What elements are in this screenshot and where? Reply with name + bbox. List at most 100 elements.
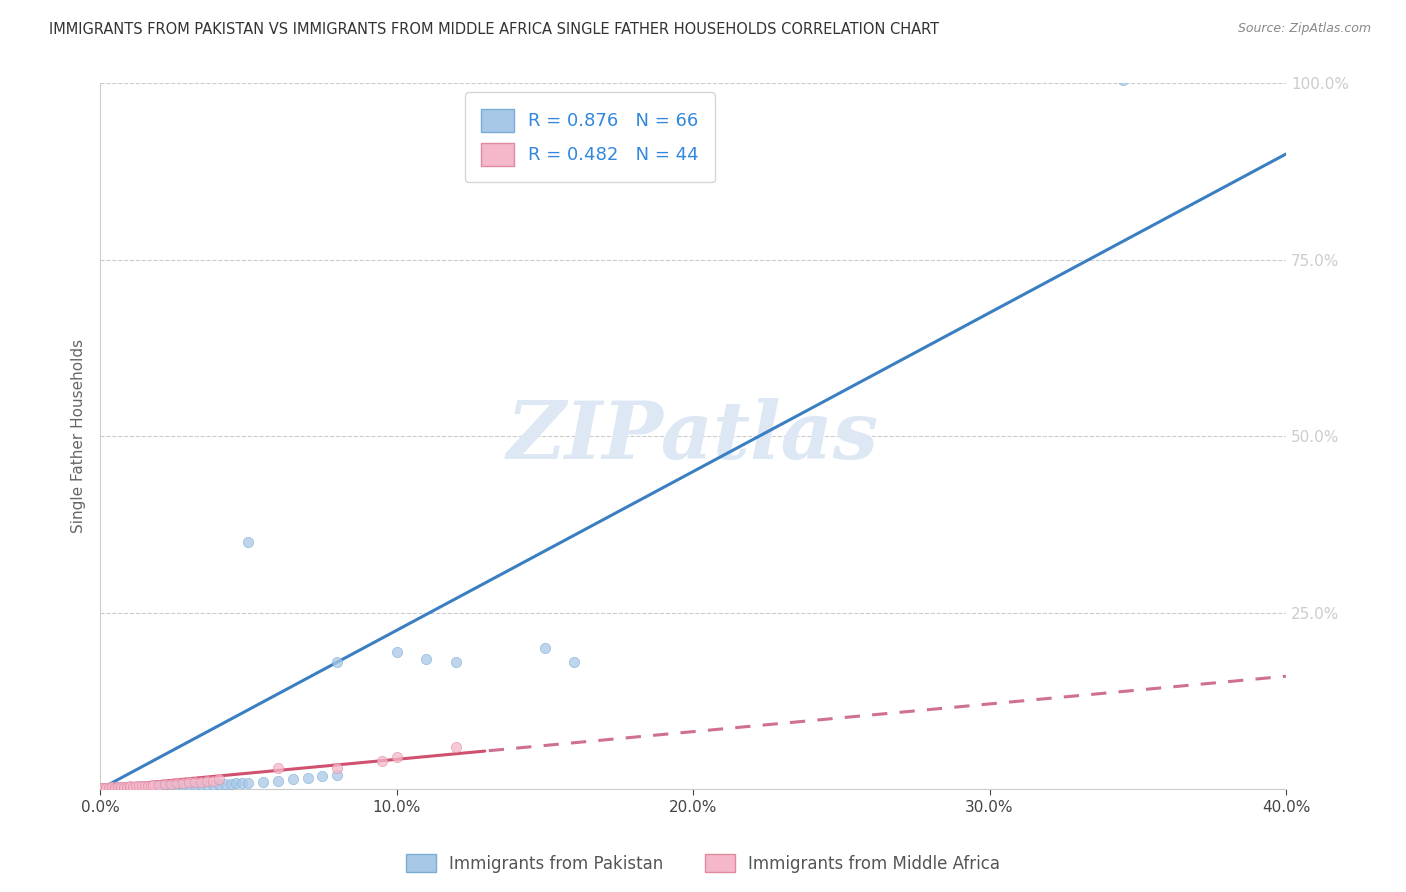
Point bbox=[155, 780, 177, 794]
Point bbox=[150, 780, 173, 794]
Point bbox=[281, 772, 304, 787]
Point bbox=[208, 777, 231, 791]
Point bbox=[107, 780, 129, 794]
Point bbox=[148, 778, 170, 792]
Point bbox=[118, 780, 141, 794]
Text: IMMIGRANTS FROM PAKISTAN VS IMMIGRANTS FROM MIDDLE AFRICA SINGLE FATHER HOUSEHOL: IMMIGRANTS FROM PAKISTAN VS IMMIGRANTS F… bbox=[49, 22, 939, 37]
Point bbox=[107, 780, 129, 795]
Point bbox=[214, 777, 236, 791]
Point bbox=[118, 780, 141, 795]
Point bbox=[184, 775, 207, 789]
Point bbox=[128, 780, 150, 794]
Point bbox=[533, 640, 555, 655]
Point bbox=[136, 780, 159, 794]
Point bbox=[225, 776, 247, 790]
Point bbox=[238, 535, 260, 549]
Point bbox=[98, 781, 121, 796]
Point bbox=[110, 780, 132, 795]
Point bbox=[136, 779, 159, 793]
Point bbox=[184, 779, 207, 793]
Point bbox=[311, 769, 333, 783]
Point bbox=[98, 780, 121, 795]
Point bbox=[104, 780, 127, 795]
Point bbox=[145, 780, 167, 794]
Point bbox=[160, 777, 183, 791]
Point bbox=[326, 655, 349, 669]
Point bbox=[115, 781, 138, 796]
Point bbox=[125, 780, 148, 795]
Point bbox=[166, 779, 188, 793]
Point bbox=[238, 776, 260, 790]
Point bbox=[134, 780, 156, 794]
Point bbox=[444, 739, 467, 754]
Point bbox=[91, 780, 114, 795]
Point bbox=[371, 754, 394, 768]
Point bbox=[110, 781, 132, 796]
Point bbox=[172, 779, 194, 793]
Point bbox=[148, 780, 170, 794]
Point bbox=[115, 780, 138, 794]
Point bbox=[326, 761, 349, 775]
Point bbox=[326, 768, 349, 782]
Point bbox=[98, 780, 121, 795]
Point bbox=[94, 780, 117, 795]
Point bbox=[195, 773, 218, 788]
Point bbox=[195, 778, 218, 792]
Point bbox=[267, 773, 290, 788]
Point bbox=[115, 780, 138, 795]
Point bbox=[98, 780, 121, 795]
Text: ZIPatlas: ZIPatlas bbox=[508, 398, 879, 475]
Point bbox=[201, 773, 224, 788]
Point bbox=[121, 780, 143, 794]
Point bbox=[172, 776, 194, 790]
Point bbox=[91, 781, 114, 796]
Point bbox=[101, 780, 124, 795]
Point bbox=[91, 781, 114, 796]
Point bbox=[139, 779, 162, 793]
Point bbox=[385, 750, 408, 764]
Point bbox=[415, 651, 437, 665]
Point bbox=[1112, 73, 1135, 87]
Point bbox=[94, 781, 117, 796]
Point bbox=[297, 771, 319, 785]
Point bbox=[104, 780, 127, 795]
Point bbox=[112, 780, 135, 794]
Point bbox=[177, 779, 200, 793]
Point bbox=[190, 775, 212, 789]
Point bbox=[91, 780, 114, 795]
Point bbox=[101, 780, 124, 794]
Point bbox=[166, 776, 188, 790]
Point bbox=[101, 781, 124, 796]
Point bbox=[94, 781, 117, 796]
Point bbox=[142, 778, 165, 792]
Point bbox=[125, 780, 148, 794]
Point bbox=[110, 780, 132, 794]
Point bbox=[160, 780, 183, 794]
Point bbox=[128, 780, 150, 794]
Point bbox=[110, 780, 132, 795]
Point bbox=[98, 781, 121, 796]
Point bbox=[104, 781, 127, 796]
Point bbox=[131, 780, 153, 794]
Point bbox=[101, 780, 124, 795]
Point bbox=[134, 779, 156, 793]
Point bbox=[155, 777, 177, 791]
Point bbox=[121, 780, 143, 795]
Point bbox=[385, 644, 408, 658]
Point bbox=[104, 780, 127, 795]
Point bbox=[112, 780, 135, 795]
Point bbox=[219, 777, 242, 791]
Point bbox=[177, 775, 200, 789]
Point bbox=[231, 776, 253, 790]
Point bbox=[94, 780, 117, 795]
Point bbox=[107, 780, 129, 795]
Point bbox=[121, 780, 143, 794]
Point bbox=[101, 780, 124, 794]
Point bbox=[112, 780, 135, 795]
Point bbox=[252, 775, 274, 789]
Y-axis label: Single Father Households: Single Father Households bbox=[72, 339, 86, 533]
Point bbox=[267, 761, 290, 775]
Point bbox=[201, 778, 224, 792]
Point bbox=[94, 781, 117, 796]
Point bbox=[118, 780, 141, 794]
